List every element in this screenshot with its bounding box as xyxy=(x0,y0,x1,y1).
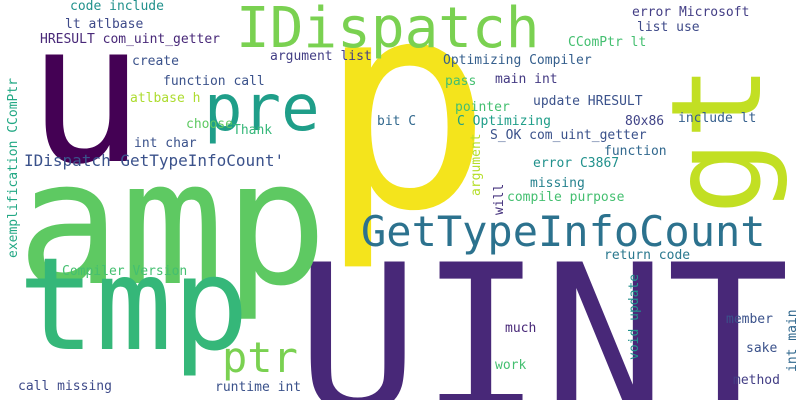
word-update-hresult: update HRESULT xyxy=(533,94,643,109)
word-much: much xyxy=(505,321,537,336)
word-tmp: tmp xyxy=(18,231,250,380)
word-int-char: int char xyxy=(134,136,197,151)
word-code-include: code include xyxy=(70,0,164,14)
word-gettypeinfocount: GetTypeInfoCount xyxy=(361,207,766,256)
word-error-c3867: error C3867 xyxy=(533,156,620,171)
word-work: work xyxy=(495,358,527,373)
word-int-main: int main xyxy=(785,309,800,372)
word-argument-list: argument list xyxy=(270,49,372,64)
word-pass: pass xyxy=(445,74,477,89)
word-u: u xyxy=(27,0,145,207)
word-uint: UINT xyxy=(296,222,790,400)
word-p: p xyxy=(318,0,493,275)
word-s-ok-com-uint-getter: S_OK com_uint_getter xyxy=(490,128,647,143)
word-function: function xyxy=(604,144,667,159)
word-missing: missing xyxy=(530,176,585,191)
word-pointer: pointer xyxy=(455,100,510,115)
word-sake: sake xyxy=(746,341,778,356)
word-return-code: return code xyxy=(604,248,691,263)
word-atlbase-h: atlbase h xyxy=(130,91,201,106)
word-member: member xyxy=(726,312,773,327)
word-list-use: list use xyxy=(637,20,700,35)
word-include-lt: include lt xyxy=(678,111,757,126)
word-will: will xyxy=(492,183,507,215)
word-bit-c: bit C xyxy=(377,114,417,129)
word-ccomptr-lt: CComPtr lt xyxy=(568,35,647,50)
word-runtime-int: runtime int xyxy=(215,380,302,395)
word-method: method xyxy=(733,373,780,388)
word-void-update: void update xyxy=(627,273,642,360)
word-optimizing-compiler: Optimizing Compiler xyxy=(443,53,592,68)
word-main-int: main int xyxy=(495,72,558,87)
word-idispatch: IDispatch xyxy=(236,0,540,61)
word-compile-purpose: compile purpose xyxy=(507,190,625,205)
word-error-microsoft: error Microsoft xyxy=(632,5,750,20)
word-gt: gt xyxy=(645,64,790,215)
word-exemplification-ccomptr: exemplification CComPtr xyxy=(6,77,21,258)
word-pre: pre xyxy=(204,72,320,146)
word-thank: Thank xyxy=(233,123,273,138)
word-choose: choose xyxy=(186,117,233,132)
word-ptr: ptr xyxy=(222,333,298,382)
word-function-call: function call xyxy=(163,74,265,89)
word-compiler-version: Compiler Version xyxy=(62,264,188,279)
word-hresult-com-uint-getter: HRESULT com_uint_getter xyxy=(40,32,221,47)
word-create: create xyxy=(132,54,179,69)
word-argument: argument xyxy=(469,133,484,196)
word-call-missing: call missing xyxy=(18,379,112,394)
word-c-optimizing: C Optimizing xyxy=(457,114,551,129)
word-80x86: 80x86 xyxy=(625,114,665,129)
word-amp: amp xyxy=(17,123,328,324)
word-lt-atlbase: lt atlbase xyxy=(65,17,144,32)
word-idispatch-gettypeinfocount: IDispatch GetTypeInfoCount' xyxy=(24,151,285,170)
